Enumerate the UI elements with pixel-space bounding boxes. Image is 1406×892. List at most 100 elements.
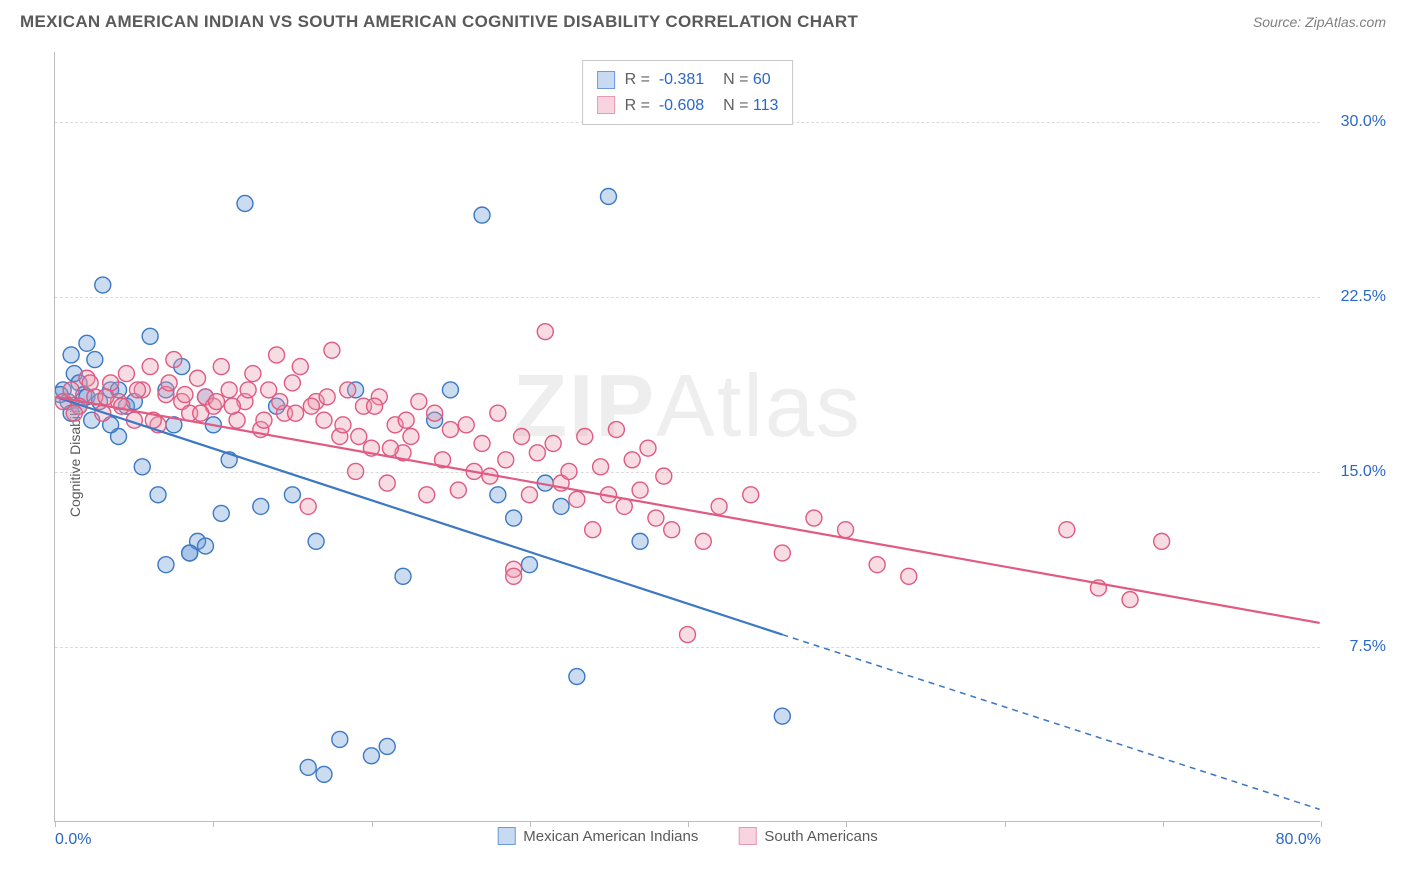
data-point	[300, 759, 316, 775]
data-point	[616, 498, 632, 514]
correlation-legend: R = -0.381 N = 60R = -0.608 N = 113	[582, 60, 794, 125]
data-point	[577, 429, 593, 445]
data-point	[529, 445, 545, 461]
data-point	[521, 487, 537, 503]
data-point	[585, 522, 601, 538]
data-point	[142, 328, 158, 344]
x-tick	[530, 821, 531, 827]
data-point	[166, 352, 182, 368]
legend-n-label: N = 60	[714, 67, 770, 93]
data-point	[98, 389, 114, 405]
data-point	[190, 370, 206, 386]
x-tick	[1005, 821, 1006, 827]
data-point	[901, 568, 917, 584]
data-point	[379, 738, 395, 754]
data-point	[442, 382, 458, 398]
data-point	[82, 375, 98, 391]
plot-svg	[55, 52, 1320, 821]
data-point	[427, 405, 443, 421]
x-tick	[1321, 821, 1322, 827]
data-point	[256, 412, 272, 428]
legend-item: Mexican American Indians	[497, 827, 698, 845]
data-point	[240, 382, 256, 398]
data-point	[316, 412, 332, 428]
data-point	[458, 417, 474, 433]
legend-n-label: N = 113	[714, 93, 778, 119]
data-point	[545, 436, 561, 452]
y-tick-label: 30.0%	[1341, 113, 1386, 131]
data-point	[303, 398, 319, 414]
y-tick-label: 15.0%	[1341, 463, 1386, 481]
data-point	[490, 487, 506, 503]
data-point	[664, 522, 680, 538]
legend-series-name: South Americans	[764, 828, 877, 845]
data-point	[332, 731, 348, 747]
data-point	[514, 429, 530, 445]
data-point	[680, 627, 696, 643]
data-point	[63, 347, 79, 363]
legend-r-value: -0.608	[659, 97, 704, 114]
data-point	[442, 422, 458, 438]
data-point	[398, 412, 414, 428]
data-point	[1154, 533, 1170, 549]
data-point	[224, 398, 240, 414]
data-point	[553, 498, 569, 514]
data-point	[474, 207, 490, 223]
data-point	[118, 366, 134, 382]
data-point	[114, 398, 130, 414]
data-point	[774, 545, 790, 561]
legend-swatch	[738, 827, 756, 845]
data-point	[66, 405, 82, 421]
trend-line	[55, 397, 1319, 623]
legend-n-value: 113	[753, 97, 779, 114]
data-point	[648, 510, 664, 526]
data-point	[367, 398, 383, 414]
data-point	[395, 568, 411, 584]
data-point	[340, 382, 356, 398]
legend-stat-row: R = -0.381 N = 60	[597, 67, 779, 93]
data-point	[288, 405, 304, 421]
data-point	[869, 557, 885, 573]
x-tick	[213, 821, 214, 827]
series-legend: Mexican American Indians South Americans	[497, 827, 878, 845]
data-point	[213, 505, 229, 521]
data-point	[351, 429, 367, 445]
x-tick	[688, 821, 689, 827]
legend-n-value: 60	[753, 71, 771, 88]
data-point	[63, 382, 79, 398]
data-point	[213, 359, 229, 375]
data-point	[142, 359, 158, 375]
data-point	[593, 459, 609, 475]
data-point	[474, 436, 490, 452]
data-point	[335, 417, 351, 433]
data-point	[774, 708, 790, 724]
x-tick-label: 0.0%	[55, 831, 91, 849]
data-point	[600, 188, 616, 204]
legend-swatch	[497, 827, 515, 845]
data-point	[316, 766, 332, 782]
legend-r-label: R = -0.381	[625, 67, 705, 93]
data-point	[161, 375, 177, 391]
data-point	[632, 482, 648, 498]
legend-swatch	[597, 96, 615, 114]
data-point	[490, 405, 506, 421]
data-point	[158, 557, 174, 573]
data-point	[197, 538, 213, 554]
data-point	[569, 669, 585, 685]
y-tick-label: 7.5%	[1350, 638, 1386, 656]
data-point	[150, 487, 166, 503]
x-tick-label: 80.0%	[1276, 831, 1321, 849]
data-point	[130, 382, 146, 398]
data-point	[324, 342, 340, 358]
data-point	[624, 452, 640, 468]
data-point	[272, 394, 288, 410]
data-point	[300, 498, 316, 514]
data-point	[209, 394, 225, 410]
plot-area: ZIPAtlas R = -0.381 N = 60R = -0.608 N =…	[54, 52, 1320, 822]
data-point	[632, 533, 648, 549]
x-tick	[372, 821, 373, 827]
data-point	[382, 440, 398, 456]
legend-swatch	[597, 71, 615, 89]
data-point	[87, 352, 103, 368]
chart-container: Cognitive Disability ZIPAtlas R = -0.381…	[20, 48, 1390, 868]
